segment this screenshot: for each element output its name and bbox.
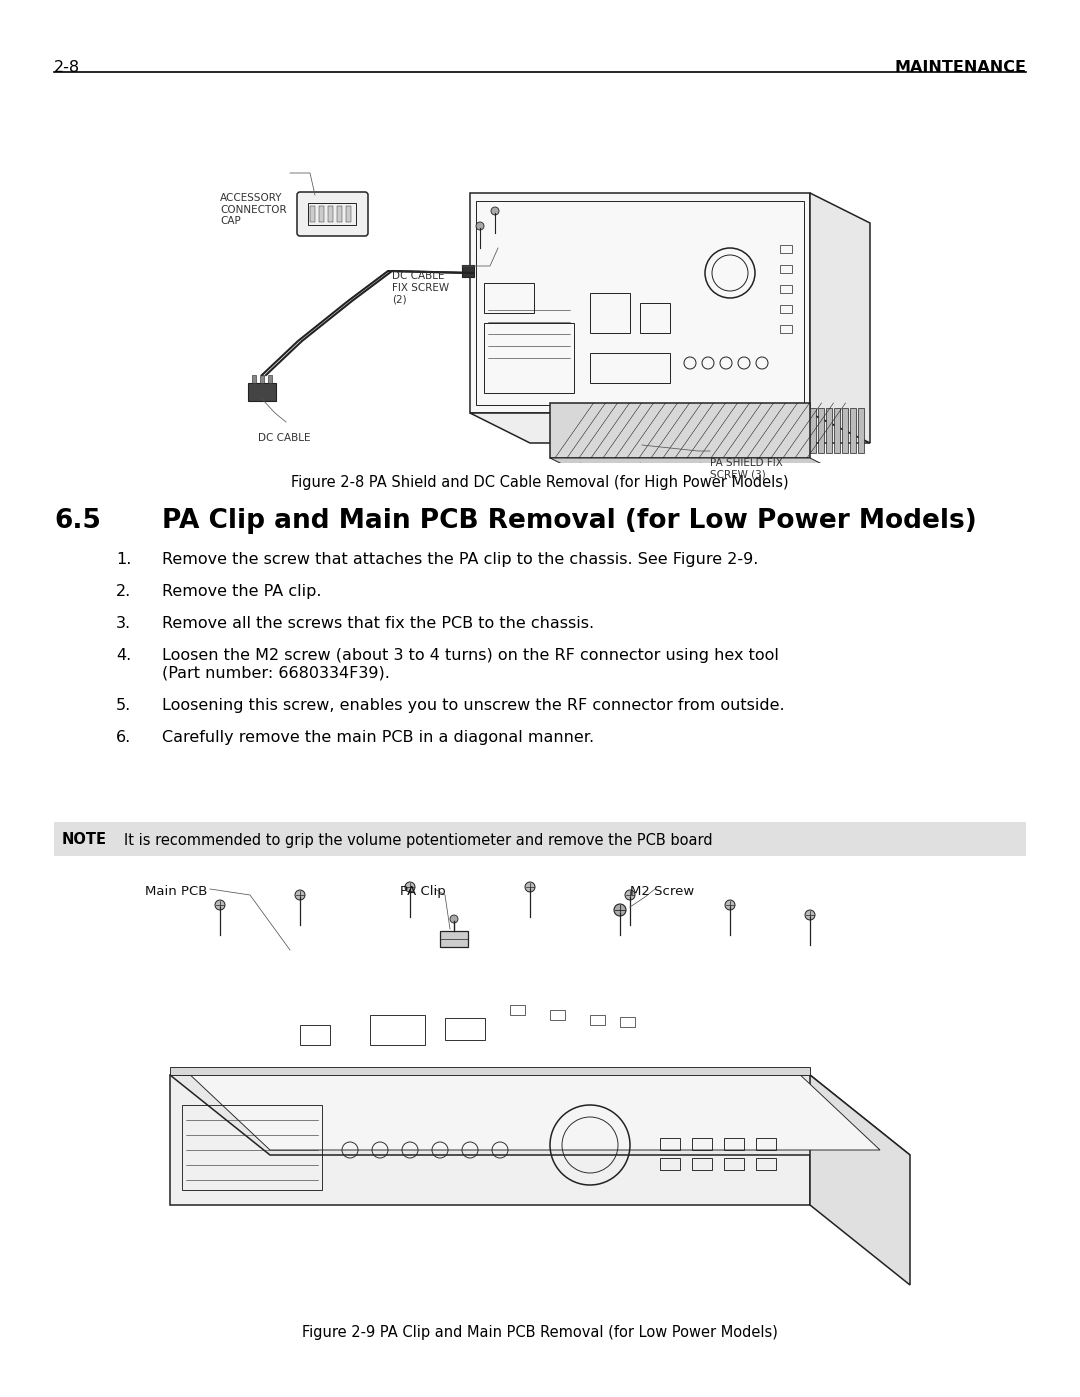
Bar — [484, 323, 573, 393]
Polygon shape — [170, 1076, 910, 1155]
Bar — [842, 408, 848, 453]
Bar — [328, 205, 333, 222]
Text: 2-8: 2-8 — [54, 60, 80, 75]
Text: NOTE: NOTE — [62, 833, 107, 848]
Text: Remove all the screws that fix the PCB to the chassis.: Remove all the screws that fix the PCB t… — [162, 616, 594, 631]
Polygon shape — [470, 414, 870, 443]
Bar — [810, 408, 816, 453]
Text: Remove the screw that attaches the PA clip to the chassis. See Figure 2-9.: Remove the screw that attaches the PA cl… — [162, 552, 758, 567]
Circle shape — [476, 222, 484, 231]
Bar — [590, 353, 670, 383]
Text: 6.5: 6.5 — [54, 509, 100, 534]
Polygon shape — [470, 193, 810, 414]
FancyBboxPatch shape — [54, 821, 1026, 856]
Bar — [756, 1139, 777, 1150]
Bar — [590, 1016, 605, 1025]
Text: PA SHIELD FIX
SCREW (3): PA SHIELD FIX SCREW (3) — [710, 458, 783, 479]
Text: DC CABLE
FIX SCREW
(2): DC CABLE FIX SCREW (2) — [392, 271, 449, 305]
Bar — [590, 293, 630, 332]
Circle shape — [725, 900, 735, 909]
Text: Loosening this screw, enables you to unscrew the RF connector from outside.: Loosening this screw, enables you to uns… — [162, 698, 785, 712]
Text: ACCESSORY
CONNECTOR
CAP: ACCESSORY CONNECTOR CAP — [220, 193, 286, 226]
Bar — [510, 1004, 525, 1016]
Circle shape — [805, 909, 815, 921]
Text: Figure 2-9 PA Clip and Main PCB Removal (for Low Power Models): Figure 2-9 PA Clip and Main PCB Removal … — [302, 1324, 778, 1340]
Bar — [620, 1017, 635, 1027]
Text: 1.: 1. — [116, 552, 132, 567]
Text: 4.: 4. — [116, 648, 132, 664]
Bar — [440, 930, 468, 947]
Bar — [268, 374, 272, 383]
Polygon shape — [185, 1070, 880, 1150]
Bar — [818, 408, 824, 453]
Text: 3.: 3. — [116, 616, 131, 631]
Bar — [300, 1025, 330, 1045]
Bar — [337, 205, 342, 222]
Polygon shape — [550, 402, 810, 458]
Circle shape — [215, 900, 225, 909]
Circle shape — [295, 890, 305, 900]
Circle shape — [615, 904, 626, 916]
Bar — [462, 265, 474, 277]
Bar — [724, 1139, 744, 1150]
Circle shape — [450, 915, 458, 923]
Text: Main PCB: Main PCB — [145, 886, 207, 898]
Bar — [780, 285, 792, 293]
Bar — [660, 1158, 680, 1171]
Bar — [370, 1016, 426, 1045]
Bar — [183, 1105, 322, 1190]
Bar — [260, 374, 264, 383]
Polygon shape — [810, 193, 870, 443]
Text: 6.: 6. — [116, 731, 132, 745]
Text: It is recommended to grip the volume potentiometer and remove the PCB board: It is recommended to grip the volume pot… — [124, 833, 713, 848]
Text: Carefully remove the main PCB in a diagonal manner.: Carefully remove the main PCB in a diago… — [162, 731, 594, 745]
Circle shape — [635, 490, 645, 502]
Bar — [252, 374, 256, 383]
Bar — [445, 1018, 485, 1039]
Polygon shape — [550, 458, 840, 474]
Text: 2.: 2. — [116, 584, 132, 599]
Bar — [850, 408, 856, 453]
Bar — [858, 408, 864, 453]
Text: PA Clip and Main PCB Removal (for Low Power Models): PA Clip and Main PCB Removal (for Low Po… — [162, 509, 976, 534]
Text: 5.: 5. — [116, 698, 132, 712]
Polygon shape — [810, 1076, 910, 1285]
FancyBboxPatch shape — [297, 191, 368, 236]
Bar — [550, 1010, 565, 1020]
Bar — [660, 1139, 680, 1150]
Text: PA Clip: PA Clip — [400, 886, 446, 898]
Circle shape — [525, 882, 535, 893]
Text: Remove the PA clip.: Remove the PA clip. — [162, 584, 322, 599]
Bar — [640, 303, 670, 332]
Bar — [834, 408, 840, 453]
Bar — [780, 305, 792, 313]
Circle shape — [575, 490, 585, 502]
Circle shape — [491, 207, 499, 215]
Bar — [692, 1158, 712, 1171]
Bar — [780, 265, 792, 272]
Bar — [780, 326, 792, 332]
Bar — [476, 201, 804, 405]
Circle shape — [625, 890, 635, 900]
Text: MAINTENANCE: MAINTENANCE — [894, 60, 1026, 75]
Bar — [826, 408, 832, 453]
Bar — [692, 1139, 712, 1150]
Text: DC CABLE: DC CABLE — [258, 433, 311, 443]
Bar — [248, 383, 276, 401]
Text: Loosen the M2 screw (about 3 to 4 turns) on the RF connector using hex tool
(Par: Loosen the M2 screw (about 3 to 4 turns)… — [162, 648, 779, 680]
Text: Figure 2-8 PA Shield and DC Cable Removal (for High Power Models): Figure 2-8 PA Shield and DC Cable Remova… — [292, 475, 788, 490]
Text: M2 Screw: M2 Screw — [630, 886, 694, 898]
Bar — [319, 205, 324, 222]
Bar — [346, 205, 351, 222]
Circle shape — [405, 882, 415, 893]
Bar — [724, 1158, 744, 1171]
Polygon shape — [170, 1076, 810, 1206]
Bar — [780, 244, 792, 253]
Bar — [308, 203, 356, 225]
Bar — [310, 205, 315, 222]
Bar — [170, 1067, 810, 1076]
Bar — [756, 1158, 777, 1171]
Circle shape — [696, 490, 705, 502]
Bar — [484, 284, 534, 313]
